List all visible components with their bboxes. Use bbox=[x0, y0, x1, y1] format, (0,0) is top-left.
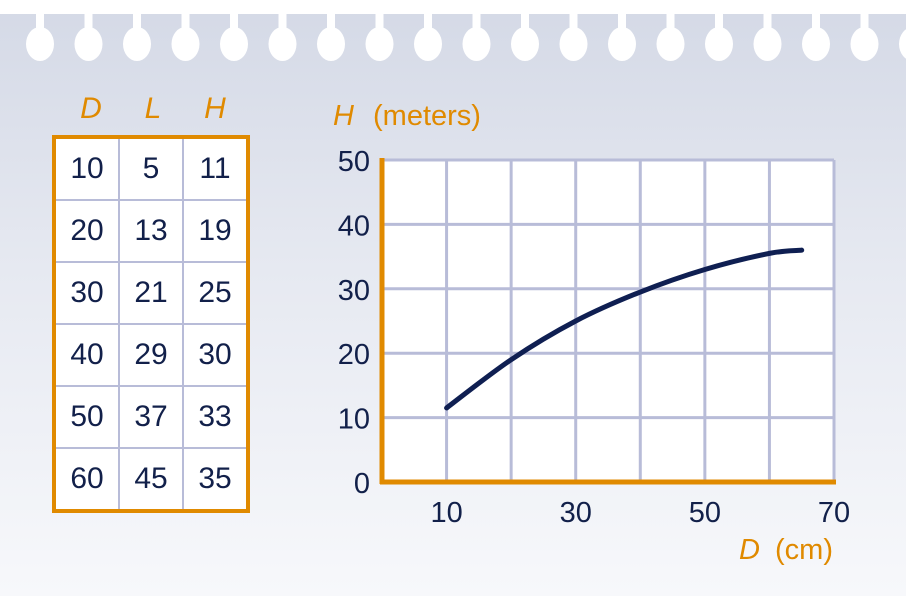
spiral-hole bbox=[220, 27, 248, 61]
spiral-hole bbox=[705, 27, 733, 61]
spiral-hole bbox=[462, 27, 491, 61]
table-cell: 50 bbox=[53, 385, 120, 449]
table-cell: 25 bbox=[182, 261, 249, 325]
spiral-hole bbox=[753, 27, 782, 61]
table-cell: 60 bbox=[53, 447, 120, 512]
spiral-hole bbox=[365, 27, 394, 61]
y-tick-label: 20 bbox=[338, 339, 370, 371]
spiral-hole bbox=[802, 27, 830, 61]
table-cell: 37 bbox=[118, 385, 184, 449]
table-cell: 10 bbox=[53, 136, 120, 201]
spiral-hole bbox=[511, 27, 539, 61]
table-row: 50 37 33 bbox=[53, 385, 249, 449]
spiral-hole bbox=[608, 27, 636, 61]
table-row: 40 29 30 bbox=[53, 323, 249, 387]
table-cell: 21 bbox=[118, 261, 184, 325]
spiral-hole bbox=[559, 27, 588, 61]
table-cell: 5 bbox=[118, 136, 184, 201]
table-row: 20 13 19 bbox=[53, 199, 249, 263]
table-cell: 30 bbox=[182, 323, 249, 387]
table-cell: 29 bbox=[118, 323, 184, 387]
spiral-hole bbox=[123, 27, 151, 61]
y-axis-variable: H bbox=[333, 100, 354, 132]
table-cell: 20 bbox=[53, 199, 120, 263]
x-tick-label: 30 bbox=[560, 497, 592, 529]
spiral-hole bbox=[850, 27, 879, 61]
series-line bbox=[444, 247, 805, 411]
table-cell: 13 bbox=[118, 199, 184, 263]
x-axis-unit: (cm) bbox=[775, 534, 833, 566]
y-tick-label: 10 bbox=[338, 404, 370, 436]
x-tick-label: 70 bbox=[818, 497, 850, 529]
spiral-hole bbox=[317, 27, 345, 61]
table-cell: 30 bbox=[53, 261, 120, 325]
x-tick-label: 10 bbox=[430, 497, 462, 529]
table-row: 60 45 35 bbox=[53, 447, 249, 512]
table-header-l: L bbox=[144, 92, 162, 125]
x-tick-label: 50 bbox=[689, 497, 721, 529]
table-header-h: H bbox=[204, 92, 226, 125]
table-cell: 19 bbox=[182, 199, 249, 263]
y-axis-unit: (meters) bbox=[373, 100, 481, 132]
spiral-hole bbox=[414, 27, 442, 61]
table-cell: 33 bbox=[182, 385, 249, 449]
table-row: 10 5 11 bbox=[53, 136, 249, 201]
table-header-d: D bbox=[80, 92, 102, 125]
x-axis-variable: D bbox=[739, 534, 760, 566]
plot-area bbox=[382, 160, 834, 482]
spiral-hole bbox=[171, 27, 200, 61]
y-tick-label: 0 bbox=[354, 468, 370, 500]
table-cell: 40 bbox=[53, 323, 120, 387]
spiral-hole bbox=[656, 27, 685, 61]
table-cell: 45 bbox=[118, 447, 184, 512]
y-tick-label: 40 bbox=[338, 210, 370, 242]
spiral-hole bbox=[268, 27, 297, 61]
spiral-hole bbox=[74, 27, 103, 61]
data-table: 10 5 11 20 13 19 30 21 25 40 29 30 50 37 33 60 45 35 bbox=[52, 135, 250, 513]
spiral-hole bbox=[26, 27, 54, 61]
table-row: 30 21 25 bbox=[53, 261, 249, 325]
spiral-hole bbox=[899, 29, 906, 59]
y-tick-label: 50 bbox=[338, 146, 370, 178]
y-tick-label: 30 bbox=[338, 275, 370, 307]
notebook-spiral-border bbox=[0, 0, 906, 61]
table-cell: 11 bbox=[182, 136, 249, 201]
table-cell: 35 bbox=[182, 447, 249, 512]
